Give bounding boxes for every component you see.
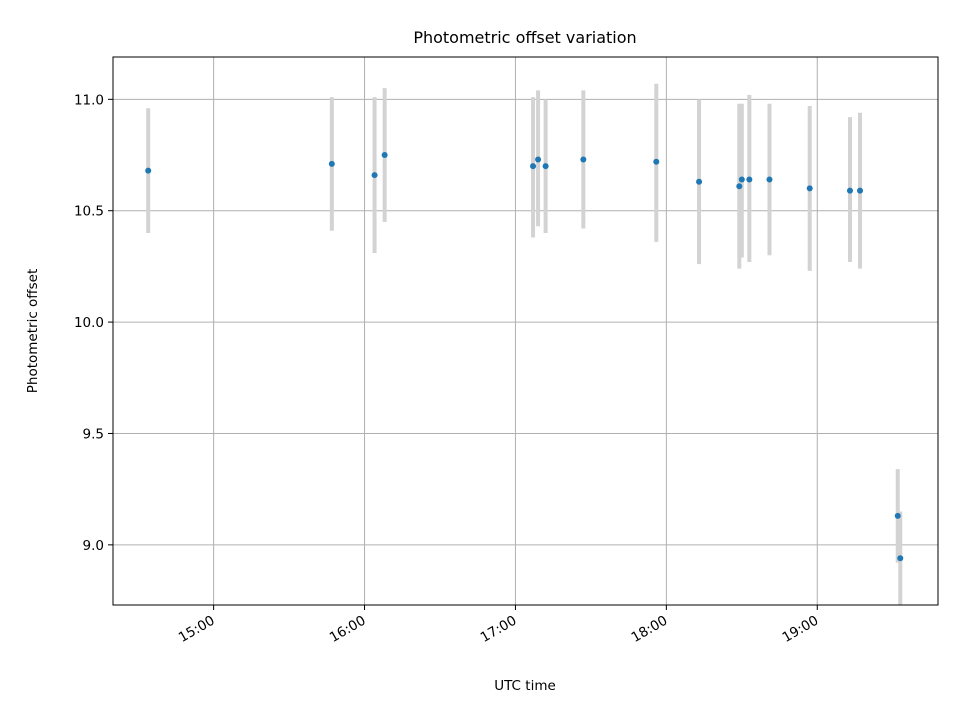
grid-lines	[113, 57, 938, 605]
data-point	[766, 176, 773, 183]
data-point	[894, 512, 901, 519]
data-point	[846, 187, 853, 194]
data-point	[736, 183, 743, 190]
data-point	[371, 172, 378, 179]
data-point	[145, 167, 152, 174]
data-point	[738, 176, 745, 183]
data-point	[746, 176, 753, 183]
x-tick-label: 16:00	[327, 613, 369, 646]
data-point	[696, 178, 703, 185]
x-axis-ticks: 15:00 16:00 17:00 18:00 19:00	[176, 605, 821, 646]
data-point	[535, 156, 542, 163]
data-point	[857, 187, 864, 194]
chart-title: Photometric offset variation	[413, 28, 636, 47]
error-bars	[146, 83, 903, 605]
data-point	[580, 156, 587, 163]
data-point	[328, 160, 335, 167]
x-tick-label: 17:00	[478, 613, 520, 646]
data-point	[542, 163, 549, 170]
data-point	[897, 555, 904, 562]
y-tick-label: 11.0	[74, 92, 104, 108]
x-tick-label: 15:00	[176, 613, 218, 646]
x-axis-label: UTC time	[494, 678, 556, 694]
y-tick-label: 9.5	[83, 426, 104, 442]
data-points	[145, 152, 904, 562]
data-point	[806, 185, 813, 192]
plot-frame	[112, 56, 939, 606]
y-tick-label: 10.0	[74, 315, 104, 331]
y-axis-ticks: 9.0 9.5 10.0 10.5 11.0	[74, 92, 113, 554]
y-axis-label: Photometric offset	[25, 269, 41, 393]
data-point	[653, 158, 660, 165]
x-tick-label: 19:00	[780, 613, 822, 646]
x-tick-label: 18:00	[629, 613, 671, 646]
data-point	[530, 163, 537, 170]
y-tick-label: 9.0	[83, 538, 104, 554]
data-point	[381, 152, 388, 159]
y-tick-label: 10.5	[74, 204, 104, 220]
